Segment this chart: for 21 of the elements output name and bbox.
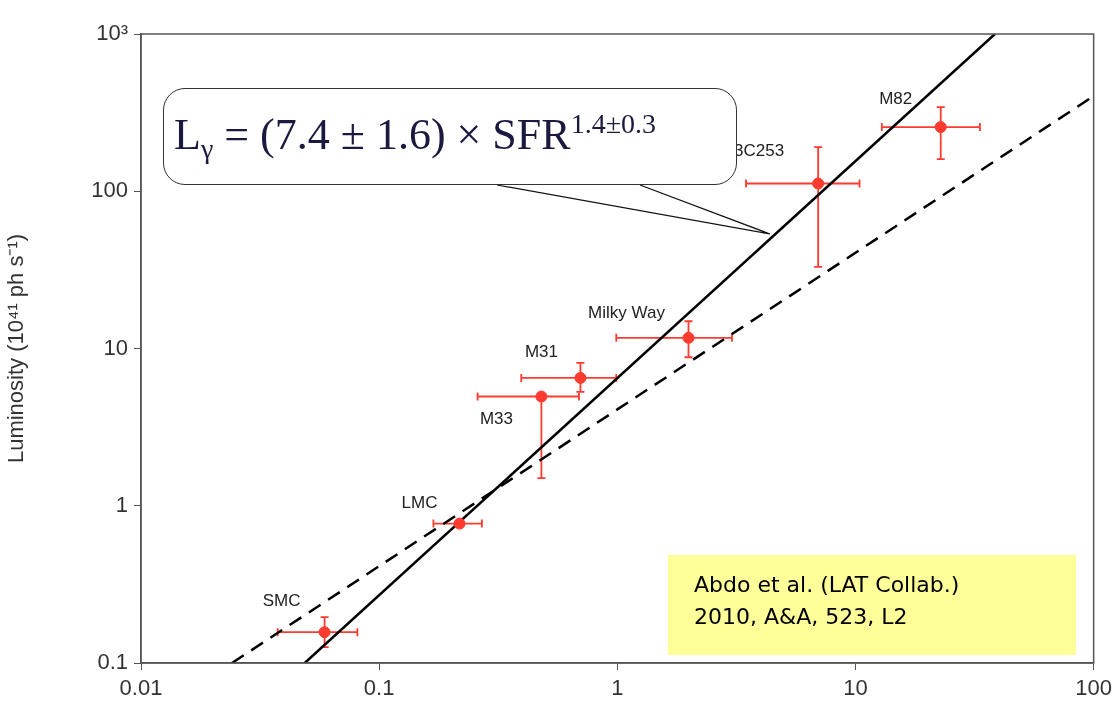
annotation: Abdo et al. (LAT Collab.) 2010, A&A, 523, L2	[694, 572, 960, 629]
annotation: M82	[879, 88, 913, 108]
annotation: M33	[479, 409, 513, 429]
annotation: 3C253	[734, 141, 785, 161]
annotation: SMC	[262, 590, 301, 610]
annotation: L$_{γ}$ = (7.4 ± 1.6) × SFR$^{1.4±0.3}$	[174, 107, 657, 166]
x-tick-label: 100	[1075, 675, 1113, 701]
y-tick-label: 10³	[96, 20, 128, 46]
annotation: LMC	[401, 493, 438, 513]
y-tick-label: 0.1	[97, 649, 128, 675]
y-tick-label: 1	[115, 491, 128, 517]
note-panel: Abdo et al. (LAT Collab.) 2010, A&A, 523, L2	[668, 555, 1076, 655]
x-tick-label: 10	[843, 675, 868, 701]
x-tick-label: 0.01	[119, 675, 163, 701]
y-tick-label: 100	[91, 177, 128, 203]
y-tick-label: 10	[103, 334, 128, 360]
annotation: M31	[524, 341, 558, 361]
y-axis-title: Luminosity (10⁴¹ ph s⁻¹)	[3, 233, 29, 464]
x-tick-label: 1	[611, 675, 624, 701]
x-tick-label: 0.1	[363, 675, 395, 701]
annotation: Milky Way	[588, 303, 666, 323]
